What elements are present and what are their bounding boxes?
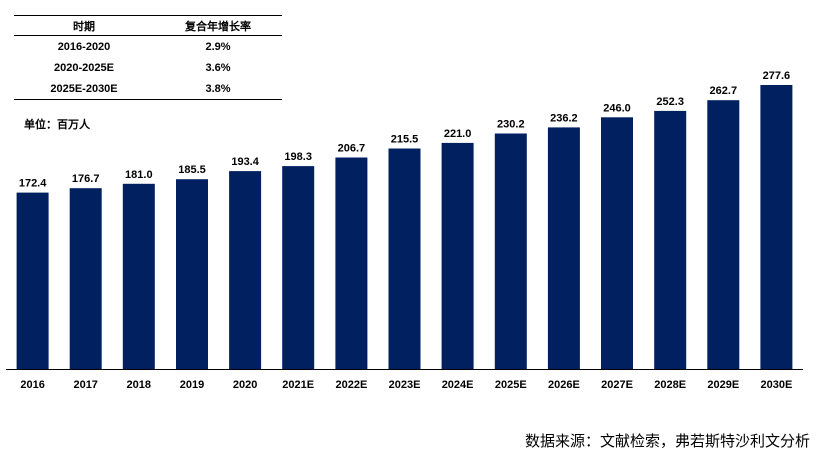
data-label-2024E: 221.0: [444, 128, 472, 140]
data-label-2023E: 215.5: [391, 134, 419, 146]
data-label-2019: 185.5: [178, 164, 206, 176]
data-label-2017: 176.7: [72, 173, 100, 185]
x-tick-label-2025E: 2025E: [495, 379, 527, 391]
cagr-rate: 3.8%: [154, 78, 282, 100]
x-tick-label-2023E: 2023E: [389, 379, 421, 391]
data-label-2029E: 262.7: [710, 85, 738, 97]
bar-2019: [176, 179, 208, 369]
data-label-2026E: 236.2: [550, 112, 578, 124]
data-label-2016: 172.4: [19, 178, 47, 190]
bar-2030E: [760, 85, 793, 369]
bar-2025E: [494, 133, 527, 369]
x-tick-label-2017: 2017: [73, 379, 97, 391]
bar-2023E: [388, 148, 421, 369]
bar-2018: [122, 183, 155, 369]
bar-2017: [69, 188, 102, 369]
cagr-header-rate: 复合年增长率: [154, 15, 282, 36]
unit-label: 单位：百万人: [24, 119, 90, 131]
data-label-2028E: 252.3: [656, 96, 684, 108]
cagr-period: 2025E-2030E: [14, 78, 154, 100]
bar-2026E: [547, 127, 580, 370]
cagr-table-header: 时期 复合年增长率: [14, 15, 282, 36]
data-label-2030E: 277.6: [763, 70, 791, 82]
x-tick-label-2024E: 2024E: [442, 379, 474, 391]
x-tick-label-2016: 2016: [20, 379, 44, 391]
data-label-2018: 181.0: [125, 169, 153, 181]
x-tick-label-2029E: 2029E: [707, 379, 739, 391]
x-tick-label-2022E: 2022E: [335, 379, 367, 391]
bar-2021E: [282, 166, 315, 369]
x-tick-label-2030E: 2030E: [760, 379, 792, 391]
data-label-2025E: 230.2: [497, 119, 525, 131]
cagr-rate: 3.6%: [205, 61, 231, 74]
x-tick-label-2027E: 2027E: [601, 379, 633, 391]
table-row: 2020-2025E 3.6%: [14, 57, 282, 78]
cagr-table: 时期 复合年增长率 2016-2020 2.9% 2020-2025E 3.6%…: [14, 15, 282, 100]
bar-2020: [229, 171, 262, 369]
bar-2016: [16, 192, 49, 369]
x-tick-label-2028E: 2028E: [654, 379, 686, 391]
cagr-period: 2016-2020: [57, 40, 111, 53]
x-tick-label-2020: 2020: [233, 379, 257, 391]
table-row: 2025E-2030E 3.8%: [14, 78, 282, 100]
cagr-rate: 2.9%: [205, 40, 231, 53]
cagr-header-period: 时期: [14, 15, 154, 36]
bar-2028E: [654, 110, 687, 370]
x-tick-label-2018: 2018: [127, 379, 151, 391]
bar-2029E: [707, 100, 740, 369]
data-label-2027E: 246.0: [603, 102, 631, 114]
data-label-2020: 193.4: [231, 156, 259, 168]
source-note: 数据来源：文献检索，弗若斯特沙利文分析: [524, 433, 810, 450]
data-label-2022E: 206.7: [338, 143, 366, 155]
bar-2024E: [441, 142, 474, 369]
x-tick-label-2019: 2019: [180, 379, 204, 391]
x-tick-label-2021E: 2021E: [282, 379, 314, 391]
table-row: 2016-2020 2.9%: [14, 36, 282, 58]
bar-2022E: [335, 157, 368, 369]
data-label-2021E: 198.3: [284, 151, 312, 163]
cagr-period: 2020-2025E: [54, 61, 114, 74]
x-tick-label-2026E: 2026E: [548, 379, 580, 391]
bar-2027E: [601, 117, 633, 369]
